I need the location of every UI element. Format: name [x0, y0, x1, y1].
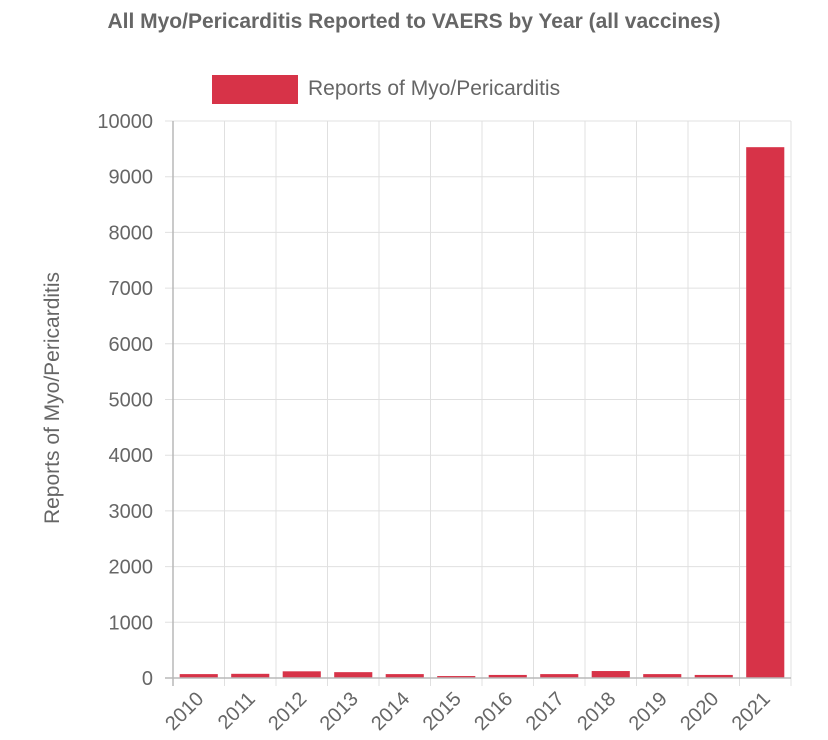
- x-tick-label: 2012: [264, 688, 311, 735]
- bar: [437, 676, 476, 678]
- bar: [746, 147, 785, 678]
- x-tick-label: 2019: [625, 688, 672, 735]
- x-tick-label: 2015: [419, 688, 466, 735]
- y-tick-label: 1000: [109, 612, 154, 634]
- chart-title: All Myo/Pericarditis Reported to VAERS b…: [107, 10, 721, 33]
- bar: [694, 674, 733, 678]
- y-tick-label: 5000: [109, 390, 154, 412]
- x-tick-label: 2011: [214, 688, 260, 734]
- y-tick-label: 7000: [109, 278, 154, 300]
- bar: [385, 674, 424, 678]
- legend-label: Reports of Myo/Pericarditis: [308, 77, 561, 100]
- x-tick-label: 2010: [161, 688, 208, 735]
- y-tick-label: 3000: [109, 501, 154, 523]
- bar: [231, 673, 270, 678]
- y-tick-label: 0: [142, 668, 153, 690]
- bars: [179, 147, 785, 678]
- x-tick-labels: 2010 2011 2012 2013 2014 2015 2016 2017 2018 2019…: [161, 688, 775, 735]
- bar: [591, 671, 630, 678]
- y-tick-label: 10000: [97, 111, 153, 133]
- bar: [643, 674, 682, 678]
- y-tick-label: 9000: [109, 167, 154, 189]
- y-tick-labels: 0 1000 2000 3000 4000 5000 6000 7000 8000 9000 100…: [97, 111, 153, 690]
- bar: [282, 671, 321, 678]
- x-tick-label: 2013: [316, 688, 363, 735]
- bar: [179, 674, 218, 678]
- legend[interactable]: Reports of Myo/Pericarditis: [212, 74, 560, 104]
- bar: [540, 674, 579, 678]
- axes: [165, 121, 791, 686]
- bar: [334, 672, 373, 678]
- grid-lines: [165, 120, 792, 686]
- x-tick-label: 2017: [522, 688, 569, 735]
- y-tick-label: 4000: [109, 445, 154, 467]
- x-tick-label: 2020: [676, 688, 723, 735]
- x-tick-label: 2021: [728, 688, 775, 735]
- legend-swatch: [212, 74, 298, 104]
- bar: [488, 674, 527, 678]
- y-tick-label: 2000: [109, 557, 154, 579]
- x-tick-label: 2014: [367, 688, 414, 735]
- y-tick-label: 6000: [109, 334, 154, 356]
- x-tick-label: 2016: [470, 688, 517, 735]
- x-tick-label: 2018: [573, 688, 620, 735]
- y-tick-label: 8000: [109, 222, 154, 244]
